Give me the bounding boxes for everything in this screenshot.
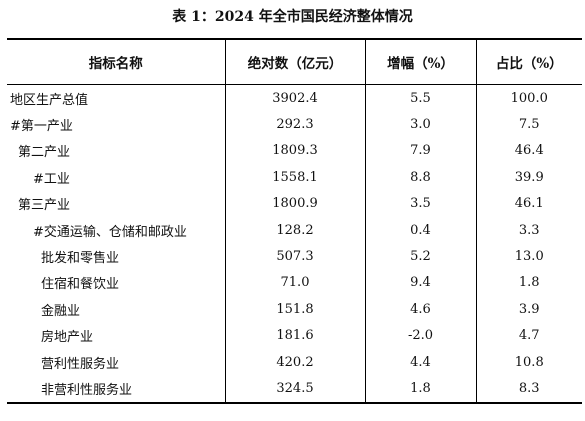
- row-value: 151.8: [224, 296, 365, 323]
- table-row: 第二产业 1809.3 7.9 46.4: [7, 137, 582, 165]
- row-share: 10.8: [475, 348, 582, 376]
- header-indicator-name: 指标名称: [7, 38, 225, 85]
- row-name: 第三产业: [18, 198, 71, 214]
- row-share: 8.3: [475, 375, 582, 404]
- table-row: 非营利性服务业 324.5 1.8 8.3: [7, 375, 582, 404]
- row-share: 46.4: [475, 137, 582, 165]
- table-row: #交通运输、仓储和邮政业 128.2 0.4 3.3: [7, 216, 582, 244]
- row-growth: 0.4: [364, 216, 476, 244]
- economy-table: 指标名称 绝对数（亿元） 增幅（%） 占比（%） 地区生产总值 3902.4 5…: [7, 38, 582, 404]
- header-absolute-value: 绝对数（亿元）: [224, 38, 365, 85]
- row-growth: 4.4: [364, 348, 476, 376]
- row-name: #工业: [33, 171, 70, 187]
- row-growth: 9.4: [364, 269, 476, 297]
- row-value: 181.6: [224, 322, 365, 349]
- row-name: 批发和零售业: [41, 251, 120, 267]
- row-value: 324.5: [224, 375, 365, 404]
- row-growth: 3.0: [364, 111, 476, 138]
- row-growth: 8.8: [364, 164, 476, 191]
- table-row: 住宿和餐饮业 71.0 9.4 1.8: [7, 269, 582, 297]
- row-name: 住宿和餐饮业: [41, 277, 120, 293]
- row-growth: 7.9: [364, 137, 476, 165]
- table-caption: 表 1：2024 年全市国民经济整体情况: [172, 9, 413, 25]
- row-name: 房地产业: [41, 330, 94, 346]
- table-row: 地区生产总值 3902.4 5.5 100.0: [7, 84, 582, 112]
- row-name: 营利性服务业: [41, 356, 120, 372]
- row-share: 4.7: [475, 322, 582, 349]
- row-share: 46.1: [475, 190, 582, 217]
- row-name: 地区生产总值: [10, 92, 89, 108]
- row-name: #第一产业: [10, 119, 73, 135]
- row-value: 3902.4: [224, 84, 365, 112]
- row-name: 金融业: [41, 303, 81, 319]
- row-name: 非营利性服务业: [7, 375, 225, 404]
- row-growth: 5.2: [364, 243, 476, 270]
- header-growth-rate: 增幅（%）: [364, 38, 476, 85]
- table-row: 营利性服务业 420.2 4.4 10.8: [7, 348, 582, 376]
- row-share: 39.9: [475, 164, 582, 191]
- row-share: 7.5: [475, 111, 582, 138]
- table-row: 第三产业 1800.9 3.5 46.1: [7, 190, 582, 217]
- row-growth: -2.0: [364, 322, 476, 349]
- row-growth: 4.6: [364, 296, 476, 323]
- table-row: 批发和零售业 507.3 5.2 13.0: [7, 243, 582, 270]
- table-row: #第一产业 292.3 3.0 7.5: [7, 111, 582, 138]
- table-body: 地区生产总值 3902.4 5.5 100.0 #第一产业 292.3 3.0 …: [7, 84, 582, 404]
- header-share: 占比（%）: [475, 38, 582, 85]
- row-value: 1800.9: [224, 190, 365, 217]
- row-value: 1558.1: [224, 164, 365, 191]
- row-share: 100.0: [475, 84, 582, 112]
- header-row: 指标名称 绝对数（亿元） 增幅（%） 占比（%）: [7, 38, 582, 85]
- row-value: 1809.3: [224, 137, 365, 165]
- row-value: 292.3: [224, 111, 365, 138]
- row-share: 3.9: [475, 296, 582, 323]
- table-row: #工业 1558.1 8.8 39.9: [7, 164, 582, 191]
- row-name: #交通运输、仓储和邮政业: [33, 224, 187, 240]
- row-value: 420.2: [224, 348, 365, 376]
- row-growth: 3.5: [364, 190, 476, 217]
- row-growth: 1.8: [364, 375, 476, 404]
- row-share: 13.0: [475, 243, 582, 270]
- row-share: 3.3: [475, 216, 582, 244]
- row-share: 1.8: [475, 269, 582, 297]
- row-value: 128.2: [224, 216, 365, 244]
- row-growth: 5.5: [364, 84, 476, 112]
- row-name: 第二产业: [18, 145, 71, 161]
- table-row: 房地产业 181.6 -2.0 4.7: [7, 322, 582, 349]
- table-header: 指标名称 绝对数（亿元） 增幅（%） 占比（%）: [7, 38, 582, 85]
- row-value: 71.0: [224, 269, 365, 297]
- row-value: 507.3: [224, 243, 365, 270]
- table-row: 金融业 151.8 4.6 3.9: [7, 296, 582, 323]
